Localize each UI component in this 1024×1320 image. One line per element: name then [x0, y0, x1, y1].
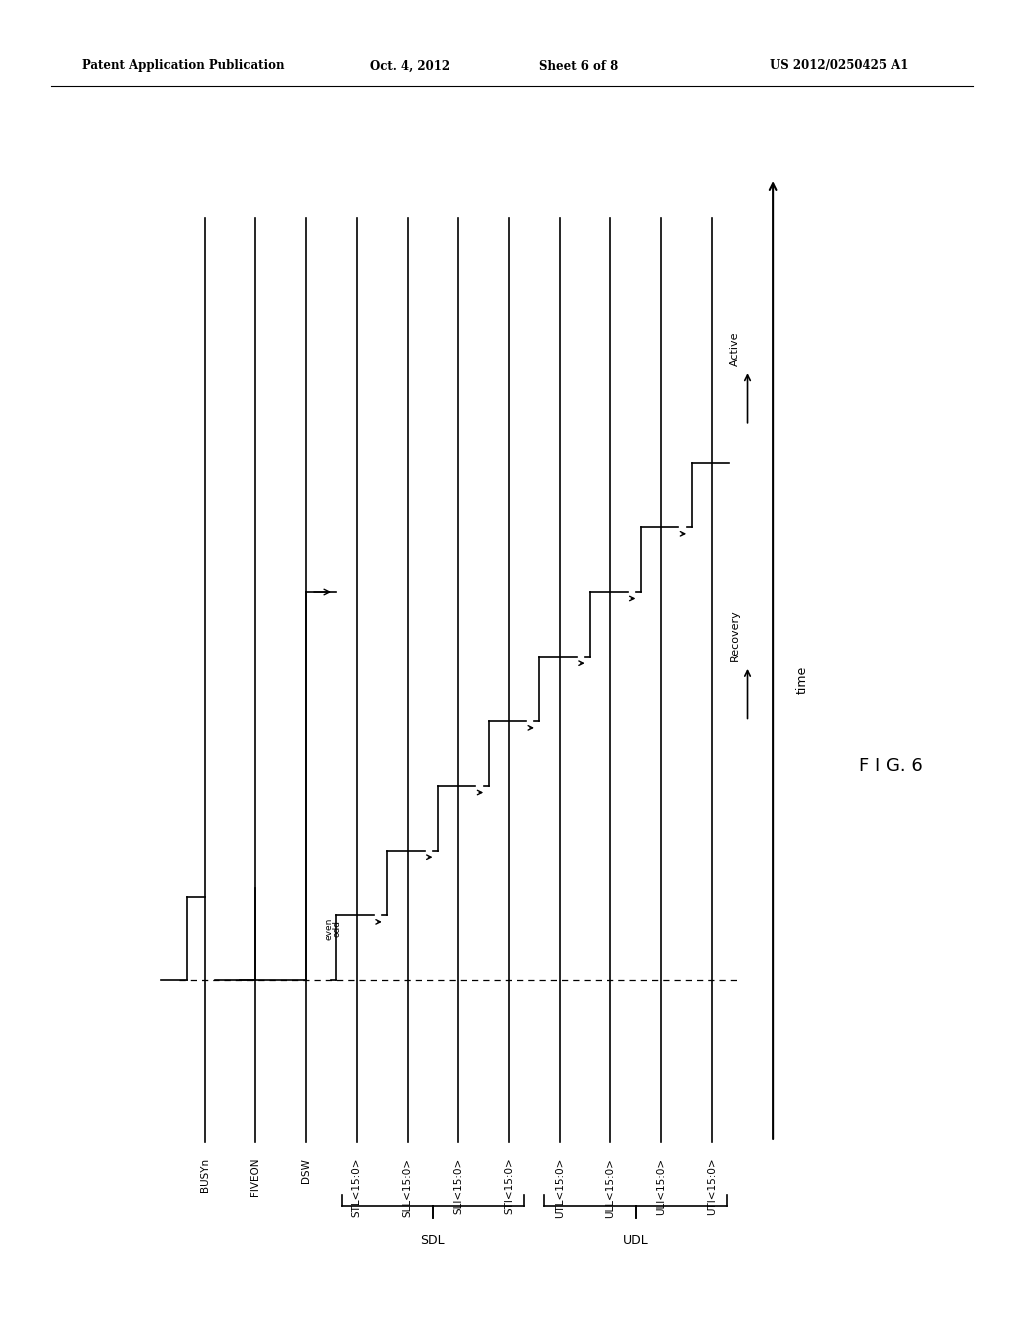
- Text: odd: odd: [333, 920, 342, 937]
- Text: BUSYn: BUSYn: [200, 1158, 210, 1192]
- Text: SLL<15:0>: SLL<15:0>: [402, 1158, 413, 1217]
- Text: Oct. 4, 2012: Oct. 4, 2012: [370, 59, 450, 73]
- Text: F I G. 6: F I G. 6: [859, 756, 923, 775]
- Text: STI<15:0>: STI<15:0>: [504, 1158, 514, 1214]
- Text: UDL: UDL: [623, 1234, 648, 1247]
- Text: ULL<15:0>: ULL<15:0>: [605, 1158, 615, 1217]
- Text: DSW: DSW: [301, 1158, 311, 1183]
- Text: time: time: [796, 665, 808, 694]
- Text: ULI<15:0>: ULI<15:0>: [656, 1158, 667, 1214]
- Text: Sheet 6 of 8: Sheet 6 of 8: [539, 59, 618, 73]
- Text: STL<15:0>: STL<15:0>: [352, 1158, 361, 1217]
- Text: Recovery: Recovery: [730, 610, 740, 661]
- Text: FIVEON: FIVEON: [250, 1158, 260, 1196]
- Text: Active: Active: [730, 331, 740, 366]
- Text: SDL: SDL: [421, 1234, 445, 1247]
- Text: UTL<15:0>: UTL<15:0>: [555, 1158, 564, 1218]
- Text: SLI<15:0>: SLI<15:0>: [454, 1158, 463, 1214]
- Text: UTI<15:0>: UTI<15:0>: [707, 1158, 717, 1216]
- Text: Patent Application Publication: Patent Application Publication: [82, 59, 285, 73]
- Text: US 2012/0250425 A1: US 2012/0250425 A1: [770, 59, 909, 73]
- Text: even: even: [325, 917, 334, 940]
